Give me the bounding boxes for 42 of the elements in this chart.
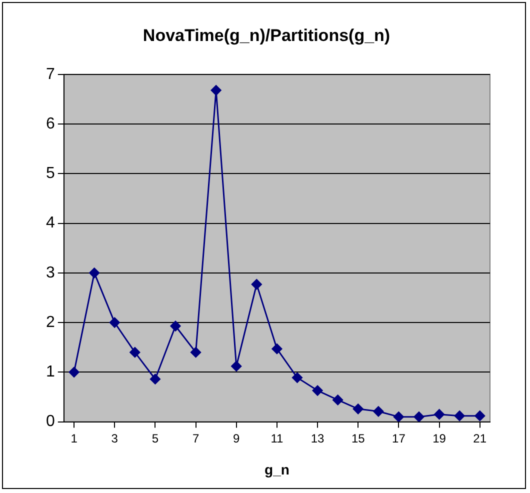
x-tick-label: 11 xyxy=(270,431,284,446)
point xyxy=(210,85,222,96)
y-tick-label: 1 xyxy=(46,364,55,381)
y-tick-label: 5 xyxy=(46,165,55,182)
point xyxy=(190,347,202,358)
point xyxy=(434,409,445,420)
x-tick-label: 9 xyxy=(233,431,240,446)
point xyxy=(272,344,282,354)
point xyxy=(414,412,424,422)
point xyxy=(352,404,364,414)
y-tick-label: 6 xyxy=(46,115,55,132)
y-tick-label: 4 xyxy=(46,214,55,232)
point xyxy=(454,410,465,422)
chart-title: NovaTime(g_n)/Partitions(g_n) xyxy=(142,26,390,45)
x-tick-label: 3 xyxy=(111,431,118,446)
x-tick-label: 21 xyxy=(473,431,487,446)
point xyxy=(89,268,100,278)
point xyxy=(332,394,344,406)
x-tick-label: 7 xyxy=(192,431,200,446)
x-tick-label: 1 xyxy=(70,431,78,446)
point xyxy=(393,412,404,422)
y-tick-label: 0 xyxy=(46,413,55,430)
y-tick-label: 2 xyxy=(46,314,55,331)
point xyxy=(292,372,302,383)
point xyxy=(474,410,486,422)
x-axis-title: g_n xyxy=(264,461,290,478)
x-tick-label: 19 xyxy=(432,431,446,446)
point xyxy=(130,347,140,358)
y-tick-label: 3 xyxy=(46,264,55,282)
x-tick-label: 5 xyxy=(152,431,159,446)
x-tick-label: 13 xyxy=(310,431,325,446)
point xyxy=(251,279,262,290)
point xyxy=(312,385,323,396)
point xyxy=(231,360,242,372)
x-tick-label: 15 xyxy=(351,431,366,446)
point xyxy=(109,317,120,328)
point xyxy=(68,366,80,378)
point xyxy=(170,320,181,332)
x-tick-label: 17 xyxy=(392,431,406,446)
point xyxy=(150,374,160,384)
point xyxy=(373,406,384,417)
y-tick-label: 7 xyxy=(46,66,55,83)
